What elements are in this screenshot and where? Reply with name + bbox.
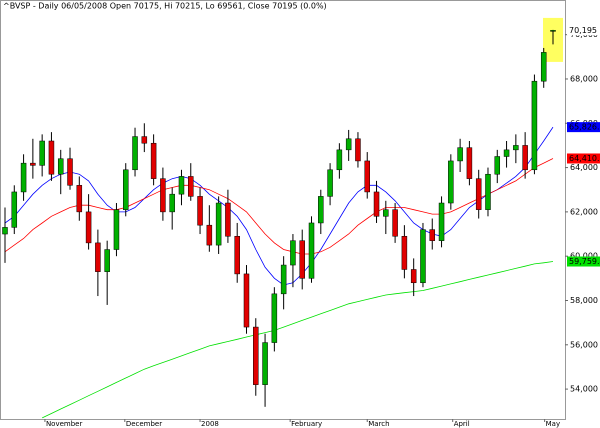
- candle-body: [20, 162, 27, 193]
- x-tick-label: 2008: [201, 420, 219, 428]
- candle-body: [271, 293, 278, 343]
- candle-body: [132, 136, 138, 171]
- y-tick-label: 60,000: [570, 252, 598, 261]
- moving-average: [4, 126, 554, 286]
- y-tick-label: 68,000: [570, 74, 598, 83]
- y-tick-label: 64,000: [570, 163, 598, 172]
- moving-average: [42, 261, 554, 419]
- candle-body: [178, 176, 185, 195]
- candle-body: [169, 193, 175, 213]
- candle-body: [253, 326, 259, 385]
- close-tag-bg: [567, 25, 600, 36]
- candle-body: [280, 264, 287, 295]
- x-tick-label: April: [454, 420, 470, 428]
- candle-body: [122, 169, 129, 210]
- candle-body: [401, 235, 408, 270]
- y-tick-label: 58,000: [570, 296, 598, 305]
- candle-body: [494, 156, 501, 175]
- candle-body: [197, 196, 203, 226]
- close-tag: 70,195: [569, 26, 597, 35]
- candle-body: [299, 240, 305, 279]
- x-tick-label: March: [368, 420, 389, 428]
- ma-tag: 59,759.4: [569, 257, 600, 266]
- candle-body: [457, 147, 463, 162]
- y-tick-label: 56,000: [570, 340, 598, 349]
- candle-body: [188, 176, 194, 197]
- ma-tag-bg: [567, 122, 600, 133]
- candle-body: [522, 145, 528, 171]
- candle-body: [48, 140, 55, 175]
- candle-body: [327, 169, 333, 197]
- candle-body: [39, 140, 45, 166]
- candle-body: [30, 162, 36, 166]
- candle-body: [113, 209, 120, 250]
- candle-body: [364, 160, 370, 193]
- candle-body: [67, 158, 73, 186]
- candle-body: [345, 138, 352, 151]
- candle-body: [85, 211, 92, 244]
- candle-body: [11, 191, 18, 228]
- candle-body: [392, 209, 398, 237]
- ma-tag-bg: [567, 153, 600, 164]
- x-tick-label: November: [46, 420, 83, 428]
- x-tick-label: December: [126, 420, 162, 428]
- candle-body: [540, 52, 547, 82]
- candle-body: [448, 160, 454, 204]
- candle-body: [308, 222, 315, 279]
- candle-body: [373, 191, 380, 217]
- plot-frame: [0, 0, 566, 420]
- candle-body: [104, 249, 110, 272]
- candle-body: [150, 142, 157, 179]
- x-tick-label: May: [546, 420, 560, 428]
- candle-body: [550, 30, 556, 32]
- x-tick-label: February: [291, 420, 322, 428]
- ma-tag: 65,826.3: [569, 123, 600, 132]
- candle-body: [475, 178, 482, 210]
- ma-tag-bg: [567, 256, 600, 267]
- candle-body: [95, 242, 101, 272]
- candle-body: [318, 196, 324, 224]
- candle-body: [225, 202, 231, 237]
- candle-body: [355, 138, 361, 162]
- candle-body: [485, 173, 491, 210]
- candle-body: [383, 209, 389, 217]
- candle-body: [160, 178, 166, 213]
- candle-body: [57, 158, 64, 175]
- candle-body: [206, 224, 213, 246]
- candle-body: [243, 273, 250, 328]
- y-tick-label: 62,000: [570, 207, 598, 216]
- candle-body: [503, 149, 510, 157]
- ma-tag: 64,410.7: [569, 154, 600, 163]
- candle-body: [234, 235, 240, 275]
- candle-body: [290, 240, 296, 266]
- candle-body: [262, 342, 268, 385]
- candle-body: [438, 202, 445, 241]
- chart-title: ^BVSP - Daily 06/05/2008 Open 70175, Hi …: [3, 2, 327, 11]
- candle-body: [410, 269, 417, 284]
- candle-body: [466, 147, 473, 179]
- candle-body: [76, 185, 83, 213]
- y-tick-label: 54,000: [570, 385, 598, 394]
- candle-body: [2, 227, 8, 235]
- candle-body: [531, 80, 538, 171]
- candle-body: [420, 229, 426, 284]
- candle-body: [215, 202, 222, 246]
- candle-body: [513, 145, 519, 151]
- candle-body: [429, 229, 436, 241]
- candle-body: [336, 149, 343, 171]
- moving-average: [4, 158, 554, 255]
- candle-body: [141, 136, 148, 144]
